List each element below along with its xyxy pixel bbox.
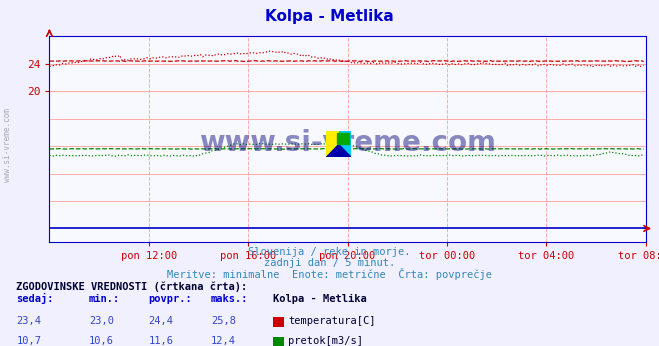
Polygon shape [337,133,349,145]
Text: Kolpa - Metlika: Kolpa - Metlika [273,294,367,304]
Text: pretok[m3/s]: pretok[m3/s] [288,336,363,346]
Text: maks.:: maks.: [211,294,248,304]
Polygon shape [326,145,351,157]
Text: temperatura[C]: temperatura[C] [288,316,376,326]
Bar [326,131,339,157]
Text: min.:: min.: [89,294,120,304]
Text: Kolpa - Metlika: Kolpa - Metlika [265,9,394,24]
Text: ZGODOVINSKE VREDNOSTI (črtkana črta):: ZGODOVINSKE VREDNOSTI (črtkana črta): [16,282,248,292]
Text: Slovenija / reke in morje.: Slovenija / reke in morje. [248,247,411,257]
Text: 23,4: 23,4 [16,316,42,326]
Text: 10,6: 10,6 [89,336,114,346]
Text: 24,4: 24,4 [148,316,173,326]
Text: 10,7: 10,7 [16,336,42,346]
Text: 23,0: 23,0 [89,316,114,326]
Text: sedaj:: sedaj: [16,293,54,304]
Bar [339,131,351,157]
Text: 25,8: 25,8 [211,316,236,326]
Text: povpr.:: povpr.: [148,294,192,304]
Text: www.si-vreme.com: www.si-vreme.com [199,129,496,157]
Text: Meritve: minimalne  Enote: metrične  Črta: povprečje: Meritve: minimalne Enote: metrične Črta:… [167,268,492,280]
Text: zadnji dan / 5 minut.: zadnji dan / 5 minut. [264,258,395,268]
Text: 12,4: 12,4 [211,336,236,346]
Text: www.si-vreme.com: www.si-vreme.com [3,108,13,182]
Text: 11,6: 11,6 [148,336,173,346]
